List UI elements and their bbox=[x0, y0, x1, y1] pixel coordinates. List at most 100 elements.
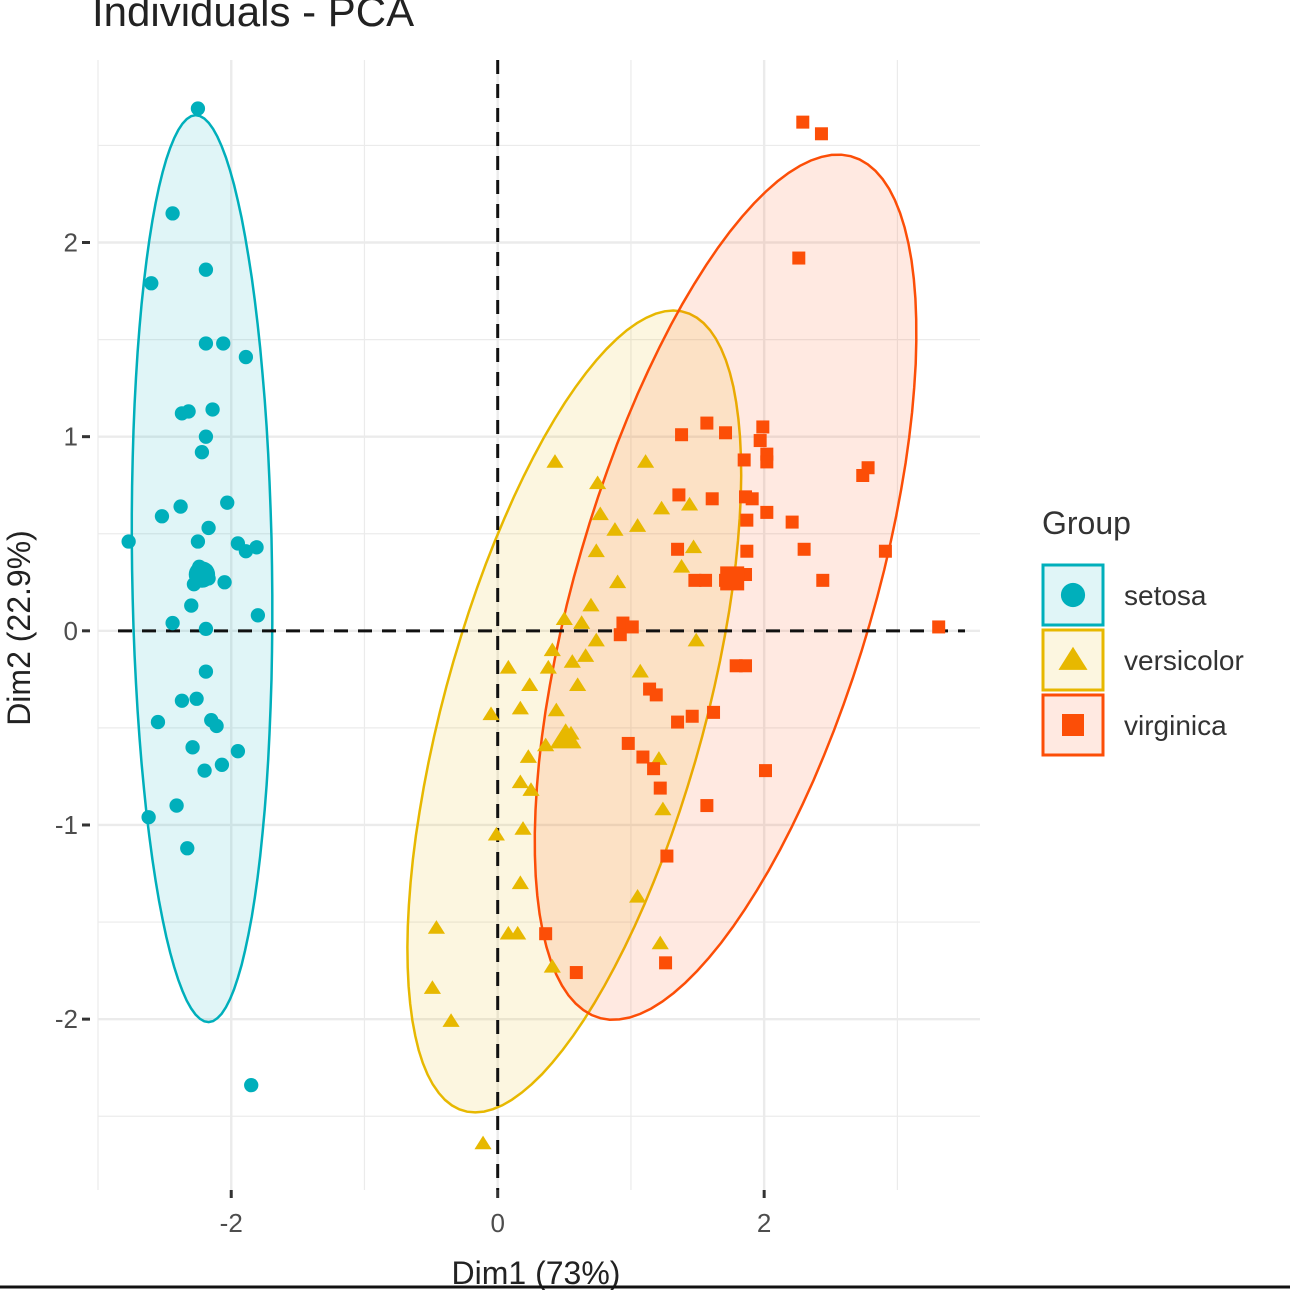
y-tick-label: 1 bbox=[64, 422, 78, 452]
legend-label-setosa: setosa bbox=[1124, 580, 1207, 611]
point-setosa bbox=[201, 520, 216, 536]
legend-key-virginica bbox=[1041, 693, 1105, 757]
point-setosa bbox=[198, 262, 214, 277]
point-virginica bbox=[672, 488, 686, 502]
point-versicolor bbox=[631, 663, 649, 678]
x-tick-label: -2 bbox=[220, 1208, 243, 1238]
point-versicolor bbox=[511, 875, 529, 890]
point-setosa bbox=[190, 534, 206, 549]
point-setosa bbox=[217, 575, 232, 590]
point-virginica bbox=[659, 956, 673, 970]
point-versicolor bbox=[577, 648, 595, 662]
point-setosa bbox=[150, 714, 166, 730]
point-setosa bbox=[238, 544, 254, 559]
legend: Group setosa versicolor virginica bbox=[1041, 505, 1244, 757]
mean-point-setosa bbox=[188, 561, 216, 588]
point-virginica bbox=[700, 799, 714, 813]
point-versicolor bbox=[427, 920, 445, 934]
point-virginica bbox=[660, 849, 674, 863]
point-setosa bbox=[184, 598, 199, 613]
point-setosa bbox=[197, 763, 212, 778]
point-virginica bbox=[740, 513, 754, 527]
point-setosa bbox=[189, 691, 204, 706]
point-versicolor bbox=[587, 632, 605, 647]
x-tick-label: 0 bbox=[490, 1208, 504, 1238]
reference-lines bbox=[118, 60, 965, 1190]
chart-title: Individuals - PCA bbox=[92, 0, 414, 35]
point-versicolor bbox=[509, 925, 527, 940]
point-virginica bbox=[636, 750, 650, 764]
point-virginica bbox=[739, 659, 753, 673]
point-versicolor bbox=[423, 980, 441, 994]
y-tick-label: 0 bbox=[64, 616, 78, 646]
point-versicolor bbox=[543, 642, 561, 657]
legend-marker-versicolor bbox=[1058, 646, 1088, 670]
point-setosa bbox=[180, 841, 195, 856]
point-setosa bbox=[216, 336, 231, 351]
point-setosa bbox=[198, 621, 214, 637]
point-setosa bbox=[165, 615, 180, 631]
point-setosa bbox=[209, 718, 224, 734]
point-setosa bbox=[244, 1078, 259, 1093]
point-versicolor bbox=[537, 737, 555, 752]
point-versicolor bbox=[511, 700, 529, 715]
point-virginica bbox=[539, 927, 553, 941]
point-virginica bbox=[756, 420, 770, 434]
point-versicolor bbox=[637, 454, 655, 468]
mean-point-versicolor bbox=[549, 723, 582, 749]
point-setosa bbox=[198, 664, 214, 679]
point-setosa bbox=[165, 206, 180, 221]
point-virginica bbox=[760, 455, 774, 469]
legend-marker-virginica bbox=[1062, 714, 1084, 736]
point-versicolor bbox=[680, 496, 699, 511]
point-setosa bbox=[214, 757, 230, 772]
point-versicolor bbox=[582, 597, 600, 612]
point-versicolor bbox=[587, 543, 605, 558]
point-versicolor bbox=[547, 702, 565, 717]
y-tick-label: 2 bbox=[64, 228, 78, 258]
point-virginica bbox=[685, 709, 699, 723]
point-virginica bbox=[753, 434, 767, 448]
point-virginica bbox=[675, 428, 689, 442]
point-virginica bbox=[740, 544, 754, 558]
point-versicolor bbox=[499, 659, 517, 674]
y-tick-label: -2 bbox=[55, 1004, 78, 1034]
point-virginica bbox=[569, 966, 583, 980]
point-versicolor bbox=[474, 1135, 492, 1150]
point-versicolor bbox=[591, 506, 609, 521]
point-virginica bbox=[653, 781, 667, 795]
point-setosa bbox=[250, 608, 266, 623]
point-setosa bbox=[190, 101, 206, 116]
point-virginica bbox=[758, 764, 772, 778]
point-setosa bbox=[174, 693, 190, 708]
point-versicolor bbox=[511, 774, 529, 789]
point-virginica bbox=[745, 492, 759, 506]
point-virginica bbox=[737, 453, 751, 467]
point-versicolor bbox=[629, 889, 647, 903]
point-virginica bbox=[700, 416, 714, 430]
point-setosa bbox=[154, 509, 170, 524]
point-versicolor bbox=[652, 500, 671, 515]
point-virginica bbox=[671, 715, 685, 729]
y-axis-label: Dim2 (22.9%) bbox=[1, 530, 37, 726]
point-virginica bbox=[816, 573, 830, 587]
point-virginica bbox=[699, 573, 713, 587]
x-tick-label: 2 bbox=[757, 1208, 771, 1238]
point-versicolor bbox=[519, 749, 537, 763]
point-setosa bbox=[230, 744, 246, 759]
point-versicolor bbox=[563, 654, 581, 668]
point-setosa bbox=[238, 349, 254, 365]
point-versicolor bbox=[629, 518, 647, 532]
point-virginica bbox=[719, 426, 733, 440]
legend-label-virginica: virginica bbox=[1124, 710, 1227, 741]
point-virginica bbox=[705, 492, 719, 506]
point-virginica bbox=[647, 762, 661, 776]
point-virginica bbox=[814, 127, 828, 141]
point-virginica bbox=[688, 573, 702, 587]
point-versicolor bbox=[609, 574, 627, 589]
point-setosa bbox=[173, 499, 188, 514]
ticks: -2 0 2 -2 -1 0 1 2 bbox=[55, 228, 772, 1238]
point-virginica bbox=[649, 688, 663, 702]
